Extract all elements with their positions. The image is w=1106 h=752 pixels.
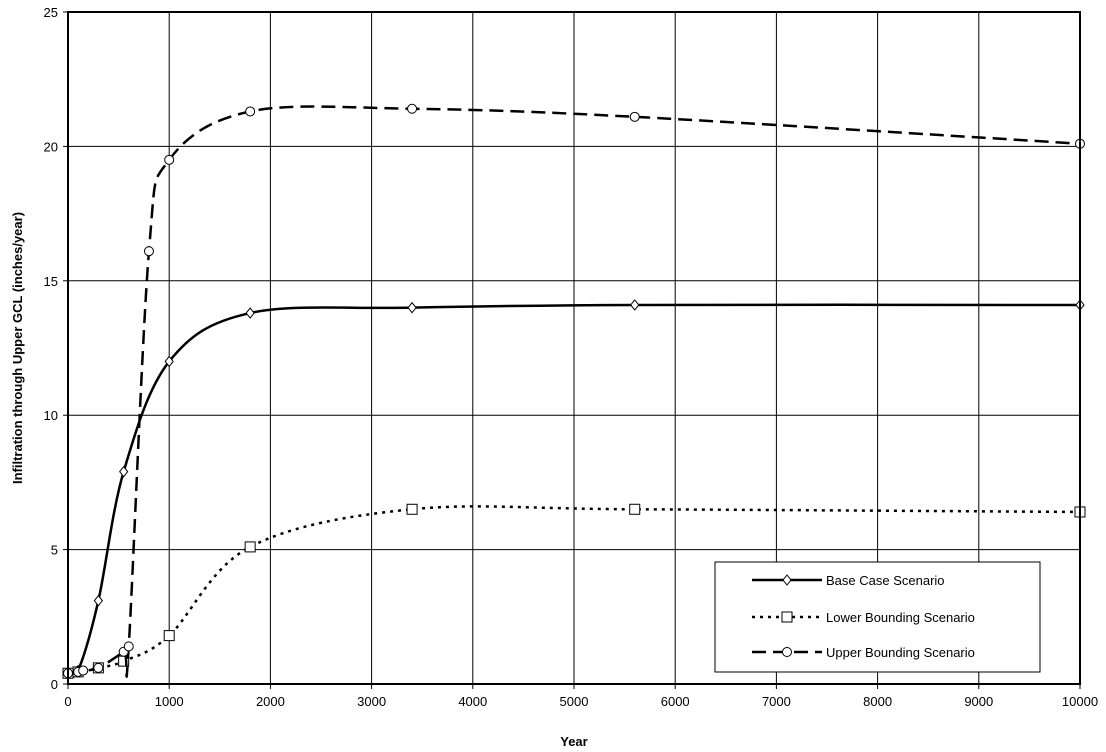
y-tick-label: 10 bbox=[44, 408, 58, 423]
data-point bbox=[78, 665, 89, 676]
x-tick-label: 3000 bbox=[357, 694, 386, 709]
y-tick-label: 25 bbox=[44, 5, 58, 20]
legend-item-3: Upper Bounding Scenario bbox=[752, 645, 975, 660]
x-tick-label: 8000 bbox=[863, 694, 892, 709]
data-point bbox=[245, 106, 256, 117]
series-layer bbox=[62, 103, 1086, 680]
y-tick-label: 20 bbox=[44, 139, 58, 154]
grid-lines bbox=[68, 12, 1080, 684]
y-tick-label: 5 bbox=[51, 543, 58, 558]
legend-label: Lower Bounding Scenario bbox=[826, 610, 975, 625]
legend-marker bbox=[782, 574, 792, 586]
legend-label: Upper Bounding Scenario bbox=[826, 645, 975, 660]
y-axis-title: Infiltration through Upper GCL (inches/y… bbox=[10, 212, 25, 484]
data-point bbox=[119, 465, 129, 478]
y-tick-label: 0 bbox=[51, 677, 58, 692]
data-point bbox=[93, 662, 104, 673]
x-tick-label: 1000 bbox=[155, 694, 184, 709]
data-point bbox=[629, 111, 640, 122]
series-line bbox=[67, 105, 1081, 678]
axis-ticks: 0 1000 2000 3000 4000 5000 6000 7000 8000 9000 100… bbox=[44, 5, 1099, 709]
data-point bbox=[630, 299, 640, 311]
data-point bbox=[244, 541, 256, 553]
data-point bbox=[164, 154, 175, 165]
series-line bbox=[67, 303, 1081, 678]
legend-marker bbox=[782, 647, 792, 657]
legend-marker bbox=[781, 611, 793, 623]
x-tick-label: 9000 bbox=[964, 694, 993, 709]
x-tick-label: 10000 bbox=[1062, 694, 1098, 709]
data-point bbox=[406, 503, 418, 515]
legend-label: Base Case Scenario bbox=[826, 573, 945, 588]
data-point bbox=[164, 355, 174, 368]
y-tick-label: 15 bbox=[44, 274, 58, 289]
x-tick-label: 0 bbox=[64, 694, 71, 709]
x-axis-title: Year bbox=[560, 734, 587, 749]
x-tick-label: 6000 bbox=[661, 694, 690, 709]
data-point bbox=[143, 246, 154, 257]
legend-item-2: Lower Bounding Scenario bbox=[752, 610, 975, 625]
x-tick-label: 5000 bbox=[560, 694, 589, 709]
legend: Base Case Scenario Lower Bounding Scenari… bbox=[714, 561, 1041, 673]
data-point bbox=[123, 641, 134, 652]
data-point bbox=[629, 503, 641, 515]
data-point bbox=[245, 307, 255, 319]
data-point bbox=[163, 630, 175, 642]
data-point bbox=[407, 103, 418, 114]
legend-item-1: Base Case Scenario bbox=[752, 573, 945, 588]
x-tick-label: 4000 bbox=[458, 694, 487, 709]
data-point bbox=[93, 594, 104, 607]
data-point bbox=[407, 301, 417, 314]
x-tick-label: 2000 bbox=[256, 694, 285, 709]
x-tick-label: 7000 bbox=[762, 694, 791, 709]
series-3 bbox=[63, 103, 1085, 679]
